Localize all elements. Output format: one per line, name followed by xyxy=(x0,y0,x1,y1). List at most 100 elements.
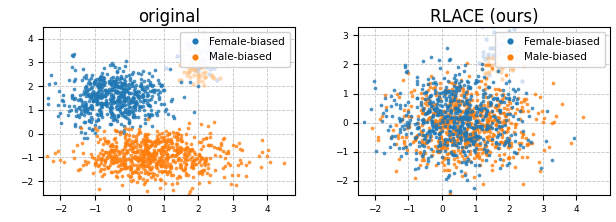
Point xyxy=(147,165,157,168)
Point xyxy=(172,150,182,154)
Point xyxy=(522,139,532,142)
Point xyxy=(469,130,479,133)
Point xyxy=(451,97,461,101)
Point xyxy=(472,104,482,108)
Point xyxy=(140,139,150,142)
Point xyxy=(434,141,444,145)
Point xyxy=(121,136,131,139)
Point xyxy=(120,145,130,148)
Point xyxy=(462,122,472,126)
Point xyxy=(105,98,115,101)
Point xyxy=(487,142,496,146)
Point xyxy=(141,145,151,149)
Point xyxy=(454,108,464,112)
Point xyxy=(115,95,125,98)
Point xyxy=(110,100,120,104)
Point xyxy=(82,89,92,92)
Point xyxy=(516,109,526,113)
Point xyxy=(201,66,211,69)
Point xyxy=(184,47,194,51)
Point xyxy=(453,117,463,121)
Point xyxy=(481,112,491,115)
Point xyxy=(472,137,482,140)
Point xyxy=(180,149,190,153)
Point xyxy=(417,111,427,114)
Point xyxy=(434,139,444,143)
Point xyxy=(112,170,122,173)
Point xyxy=(115,91,124,94)
Point xyxy=(150,178,160,181)
Point xyxy=(121,126,131,130)
Point xyxy=(521,136,530,139)
Point xyxy=(489,119,499,122)
Point xyxy=(87,73,97,77)
Point xyxy=(453,127,463,131)
Point xyxy=(144,150,153,153)
Point xyxy=(479,88,488,91)
Point xyxy=(150,157,160,161)
Point xyxy=(106,105,116,109)
Point xyxy=(153,142,163,145)
Point xyxy=(134,109,144,112)
Point xyxy=(96,113,106,116)
Point xyxy=(183,65,193,69)
Point xyxy=(120,95,129,99)
Point xyxy=(142,170,152,174)
Point xyxy=(416,151,426,155)
Point xyxy=(115,109,125,113)
Point xyxy=(147,108,156,112)
Point xyxy=(505,101,514,105)
Point xyxy=(464,106,474,110)
Point xyxy=(168,154,178,157)
Point xyxy=(483,101,493,104)
Point xyxy=(442,127,452,130)
Point xyxy=(505,138,514,142)
Legend: Female-biased, Male-biased: Female-biased, Male-biased xyxy=(495,32,605,67)
Point xyxy=(103,150,113,153)
Point xyxy=(117,83,127,86)
Point xyxy=(501,73,511,76)
Point xyxy=(481,123,491,127)
Point xyxy=(71,115,81,118)
Point xyxy=(484,70,494,73)
Point xyxy=(149,151,159,154)
Point xyxy=(131,84,141,87)
Point xyxy=(84,119,94,123)
Point xyxy=(168,188,178,192)
Point xyxy=(491,127,501,131)
Point xyxy=(497,94,507,97)
Point xyxy=(497,124,507,127)
Point xyxy=(506,145,516,148)
Point xyxy=(127,145,137,148)
Point xyxy=(203,48,213,52)
Point xyxy=(444,121,454,125)
Point xyxy=(107,143,116,147)
Point xyxy=(163,137,172,141)
Point xyxy=(416,119,426,122)
Point xyxy=(119,87,129,91)
Point xyxy=(152,137,162,141)
Point xyxy=(492,69,501,73)
Point xyxy=(51,151,60,155)
Point xyxy=(501,118,511,121)
Point xyxy=(144,103,154,107)
Point xyxy=(147,154,157,157)
Point xyxy=(405,142,415,146)
Point xyxy=(196,169,206,173)
Point xyxy=(97,71,107,74)
Point xyxy=(457,145,467,148)
Point xyxy=(196,156,206,160)
Point xyxy=(201,136,211,140)
Point xyxy=(430,88,440,92)
Point xyxy=(484,85,494,89)
Point xyxy=(461,131,471,135)
Point xyxy=(145,105,155,108)
Point xyxy=(179,168,188,172)
Point xyxy=(93,90,103,94)
Point xyxy=(170,155,180,158)
Point xyxy=(421,112,431,115)
Point xyxy=(106,88,116,91)
Point xyxy=(146,168,156,171)
Point xyxy=(165,139,175,143)
Point xyxy=(144,166,154,169)
